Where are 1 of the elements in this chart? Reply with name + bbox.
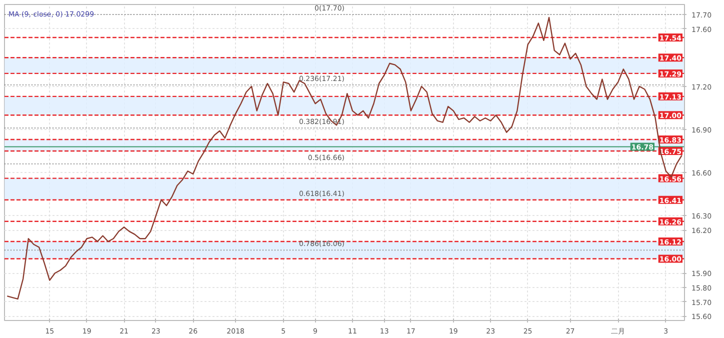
line-series bbox=[6, 16, 682, 300]
